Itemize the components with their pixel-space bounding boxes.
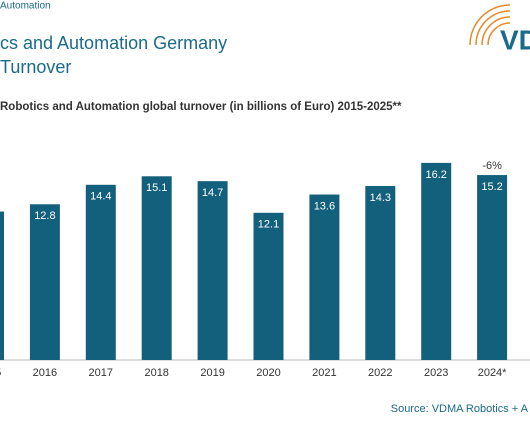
x-tick-label: 2023 — [424, 367, 448, 379]
logo — [469, 4, 511, 46]
value-label: 14.7 — [202, 187, 223, 199]
source: Source: VDMA Robotics + A — [391, 403, 529, 415]
bar — [197, 181, 228, 360]
value-label: 12.8 — [34, 210, 55, 222]
logo-arc — [475, 10, 511, 46]
value-label: 16.2 — [425, 169, 446, 181]
x-tick-label: 2018 — [144, 367, 168, 379]
bar — [309, 194, 340, 360]
value-label: 12.1 — [258, 219, 279, 231]
logo-text: VD — [500, 24, 530, 55]
bar — [421, 162, 452, 360]
chart-title: Robotics and Automation global turnover … — [0, 101, 402, 113]
x-tick-label: 2021 — [312, 367, 336, 379]
x-tick-label: 2022 — [368, 367, 392, 379]
bar — [477, 175, 508, 360]
x-tick-label: 2017 — [89, 367, 113, 379]
page-title: cs and Automation Germany — [0, 33, 227, 53]
x-tick-label: 2019 — [200, 367, 224, 379]
top-label: Automation — [0, 1, 51, 12]
x-tick-label: 2015 — [0, 367, 1, 379]
bar — [253, 212, 284, 360]
bar — [85, 184, 116, 360]
bar — [29, 204, 60, 360]
value-label: 14.3 — [370, 192, 391, 204]
bar — [0, 211, 4, 360]
value-label: 15.1 — [146, 182, 167, 194]
value-label: 15.2 — [481, 181, 502, 193]
page-title-2: Turnover — [0, 57, 71, 77]
value-label: 13.6 — [314, 200, 335, 212]
bar — [141, 176, 172, 360]
x-tick-label: 2020 — [256, 367, 280, 379]
logo-arc — [481, 16, 511, 46]
logo-arc — [469, 4, 511, 46]
logo-arc — [487, 22, 511, 46]
x-tick-label: 2024* — [478, 367, 507, 379]
bar — [365, 186, 396, 360]
annotation: -6% — [482, 160, 502, 172]
x-tick-label: 2016 — [33, 367, 57, 379]
value-label: 14.4 — [90, 191, 111, 203]
